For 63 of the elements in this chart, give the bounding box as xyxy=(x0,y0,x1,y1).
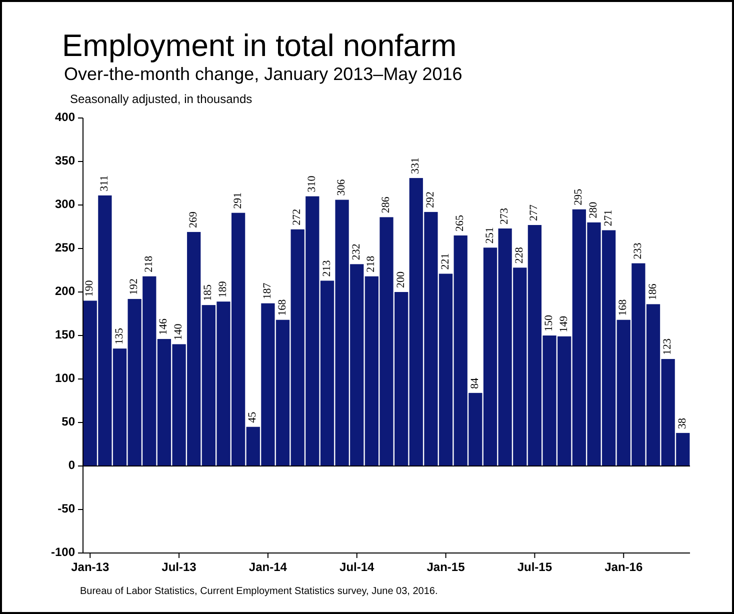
y-tick-label: 150 xyxy=(54,328,76,342)
data-label: 331 xyxy=(410,158,422,174)
y-tick-label: 200 xyxy=(54,284,76,298)
data-label: 272 xyxy=(291,208,304,226)
data-label: 168 xyxy=(617,298,630,316)
x-tick-label: Jul-14 xyxy=(340,560,375,574)
data-label: 146 xyxy=(158,318,170,335)
data-label: 273 xyxy=(498,207,511,224)
y-tick-label: -50 xyxy=(58,502,76,516)
data-label: 218 xyxy=(142,255,155,272)
data-label: 295 xyxy=(572,188,585,206)
data-label: 84 xyxy=(468,377,481,389)
y-tick-label: 50 xyxy=(62,414,76,429)
data-label: 38 xyxy=(676,417,688,429)
data-label: 277 xyxy=(528,204,540,222)
data-label: 233 xyxy=(632,242,644,260)
data-label: 168 xyxy=(276,298,288,316)
y-tick-label: 350 xyxy=(54,154,76,168)
data-label: 189 xyxy=(217,280,230,298)
data-label: 286 xyxy=(380,196,392,214)
y-tick-label: -100 xyxy=(50,545,76,560)
x-tick-label: Jan-15 xyxy=(426,560,466,574)
data-label: 228 xyxy=(513,246,526,264)
data-label: 271 xyxy=(602,210,614,226)
data-label: 190 xyxy=(84,280,96,297)
data-label: 213 xyxy=(320,260,333,277)
text: Bureau of Labor Statistics, Current Employment Statistics survey, June 03, 2016. xyxy=(80,586,438,597)
data-label: 251 xyxy=(484,227,496,244)
y-axis-title: Seasonally adjusted, in thousands xyxy=(70,92,252,106)
x-tick-label: Jul-15 xyxy=(517,560,552,574)
data-label: 185 xyxy=(202,284,214,302)
y-tick-label: 0 xyxy=(68,458,76,472)
data-label: 265 xyxy=(454,214,466,232)
data-label: 45 xyxy=(246,411,259,423)
data-label: 310 xyxy=(306,175,318,192)
data-label: 280 xyxy=(588,201,600,218)
x-tick-label: Jan-14 xyxy=(248,560,288,574)
data-label: 232 xyxy=(350,244,362,260)
y-tick-label: 100 xyxy=(54,371,76,386)
data-label: 306 xyxy=(336,178,348,196)
data-label: 269 xyxy=(187,210,200,228)
y-tick-label: 400 xyxy=(54,110,76,124)
y-tick-label: 300 xyxy=(54,197,76,212)
data-label: 123 xyxy=(662,338,674,355)
data-label: 149 xyxy=(558,315,570,332)
chart-title: Employment in total nonfarm xyxy=(62,28,457,63)
data-label: 192 xyxy=(128,278,140,295)
chart-subtitle: Over-the-month change, January 2013–May 2016 xyxy=(64,64,462,84)
data-label: 150 xyxy=(543,314,556,332)
data-label: 187 xyxy=(261,282,274,300)
data-label: 292 xyxy=(424,191,436,208)
x-tick-label: Jan-13 xyxy=(71,560,110,574)
data-label: 135 xyxy=(113,328,126,345)
data-label: 221 xyxy=(439,253,452,270)
data-label: 311 xyxy=(98,175,110,192)
data-label: 200 xyxy=(394,271,407,288)
data-label: 291 xyxy=(232,192,244,209)
y-tick-label: 250 xyxy=(54,240,76,255)
data-label: 186 xyxy=(646,283,659,300)
x-tick-label: Jul-13 xyxy=(162,560,197,574)
data-label: 218 xyxy=(365,255,378,272)
data-label: 140 xyxy=(172,323,185,340)
x-tick-label: Jan-16 xyxy=(604,560,643,574)
